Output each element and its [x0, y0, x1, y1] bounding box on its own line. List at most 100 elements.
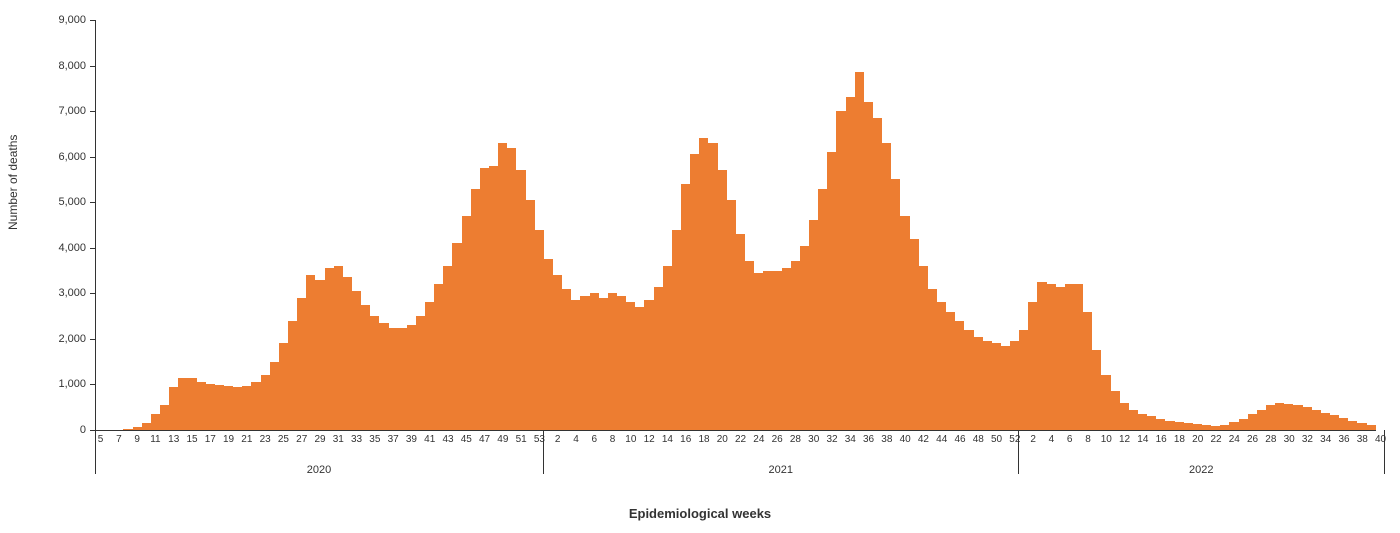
- data-bar: [251, 382, 260, 430]
- data-bar: [1056, 287, 1065, 431]
- data-bar: [1284, 404, 1293, 430]
- data-bar: [1120, 403, 1129, 430]
- x-tick-label: 18: [698, 434, 709, 445]
- data-bar: [580, 296, 589, 430]
- data-bar: [361, 305, 370, 430]
- x-tick-label: 13: [168, 434, 179, 445]
- data-bar: [297, 298, 306, 430]
- data-bar: [1147, 416, 1156, 430]
- x-tick-label: 34: [1320, 434, 1331, 445]
- x-tick-label: 28: [790, 434, 801, 445]
- data-bar: [443, 266, 452, 430]
- data-bar: [544, 259, 553, 430]
- x-tick-label: 26: [772, 434, 783, 445]
- data-bar: [471, 189, 480, 430]
- data-bar: [1065, 284, 1074, 430]
- data-bar: [516, 170, 525, 430]
- data-bar: [855, 72, 864, 430]
- x-tick-label: 39: [406, 434, 417, 445]
- x-tick-label: 43: [442, 434, 453, 445]
- data-bar: [974, 337, 983, 430]
- data-bar: [1293, 405, 1302, 430]
- x-tick-label: 30: [808, 434, 819, 445]
- data-bar: [1101, 375, 1110, 430]
- data-bar: [983, 341, 992, 430]
- data-bar: [1010, 341, 1019, 430]
- x-tick-label: 34: [845, 434, 856, 445]
- data-bar: [562, 289, 571, 430]
- data-bar: [1028, 302, 1037, 430]
- data-bar: [398, 328, 407, 431]
- year-separator: [1384, 430, 1385, 474]
- data-bar: [480, 168, 489, 430]
- x-tick-label: 10: [625, 434, 636, 445]
- data-bar: [389, 328, 398, 431]
- x-tick-label: 22: [1210, 434, 1221, 445]
- data-bar: [1357, 423, 1366, 430]
- x-tick-label: 24: [753, 434, 764, 445]
- data-bar: [160, 405, 169, 430]
- x-tick-label: 49: [497, 434, 508, 445]
- data-bar: [946, 312, 955, 430]
- y-tick-label: 8,000: [58, 60, 86, 72]
- data-bar: [407, 325, 416, 430]
- x-tick-label: 8: [610, 434, 616, 445]
- data-bar: [919, 266, 928, 430]
- x-tick-label: 32: [826, 434, 837, 445]
- x-tick-label: 4: [1049, 434, 1055, 445]
- y-tick-label: 1,000: [58, 378, 86, 390]
- y-axis-title: Number of deaths: [6, 135, 20, 230]
- data-bar: [325, 268, 334, 430]
- data-bar: [608, 293, 617, 430]
- x-tick-label: 46: [954, 434, 965, 445]
- x-tick-label: 28: [1265, 434, 1276, 445]
- x-tick-label: 22: [735, 434, 746, 445]
- data-bar: [873, 118, 882, 430]
- data-bar: [690, 154, 699, 430]
- y-tick-label: 4,000: [58, 242, 86, 254]
- data-bar: [1111, 391, 1120, 430]
- data-bar: [270, 362, 279, 430]
- x-tick-label: 29: [314, 434, 325, 445]
- x-tick-label: 31: [333, 434, 344, 445]
- data-bar: [900, 216, 909, 430]
- data-bar: [462, 216, 471, 430]
- data-bar: [1156, 419, 1165, 430]
- data-bar: [809, 220, 818, 430]
- data-bar: [1257, 410, 1266, 431]
- data-bar: [727, 200, 736, 430]
- data-bar: [370, 316, 379, 430]
- data-bar: [215, 385, 224, 430]
- x-tick-label: 16: [680, 434, 691, 445]
- data-bar: [1019, 330, 1028, 430]
- data-bar: [197, 382, 206, 430]
- y-tick-label: 2,000: [58, 333, 86, 345]
- year-label: 2022: [1189, 464, 1213, 476]
- x-tick-label: 9: [134, 434, 140, 445]
- data-bar: [1074, 284, 1083, 430]
- data-bar: [1239, 419, 1248, 430]
- x-tick-label: 48: [973, 434, 984, 445]
- data-bar: [1266, 405, 1275, 430]
- data-bar: [772, 271, 781, 430]
- x-tick-label: 8: [1085, 434, 1091, 445]
- data-bar: [1129, 410, 1138, 431]
- data-bar: [782, 268, 791, 430]
- data-bar: [1248, 414, 1257, 430]
- x-tick-label: 6: [1067, 434, 1073, 445]
- x-tick-label: 14: [662, 434, 673, 445]
- x-tick-label: 35: [369, 434, 380, 445]
- x-tick-label: 42: [918, 434, 929, 445]
- x-tick-label: 20: [1192, 434, 1203, 445]
- data-bar: [937, 302, 946, 430]
- data-bar: [745, 261, 754, 430]
- data-bar: [736, 234, 745, 430]
- data-bar: [1229, 422, 1238, 430]
- data-bar: [434, 284, 443, 430]
- data-bar: [206, 384, 215, 430]
- year-separator: [543, 430, 544, 474]
- data-bar: [1330, 415, 1339, 430]
- data-bar: [187, 378, 196, 430]
- x-tick-label: 2: [555, 434, 561, 445]
- deaths-epi-weeks-chart: Number of deaths 01,0002,0003,0004,0005,…: [0, 0, 1400, 533]
